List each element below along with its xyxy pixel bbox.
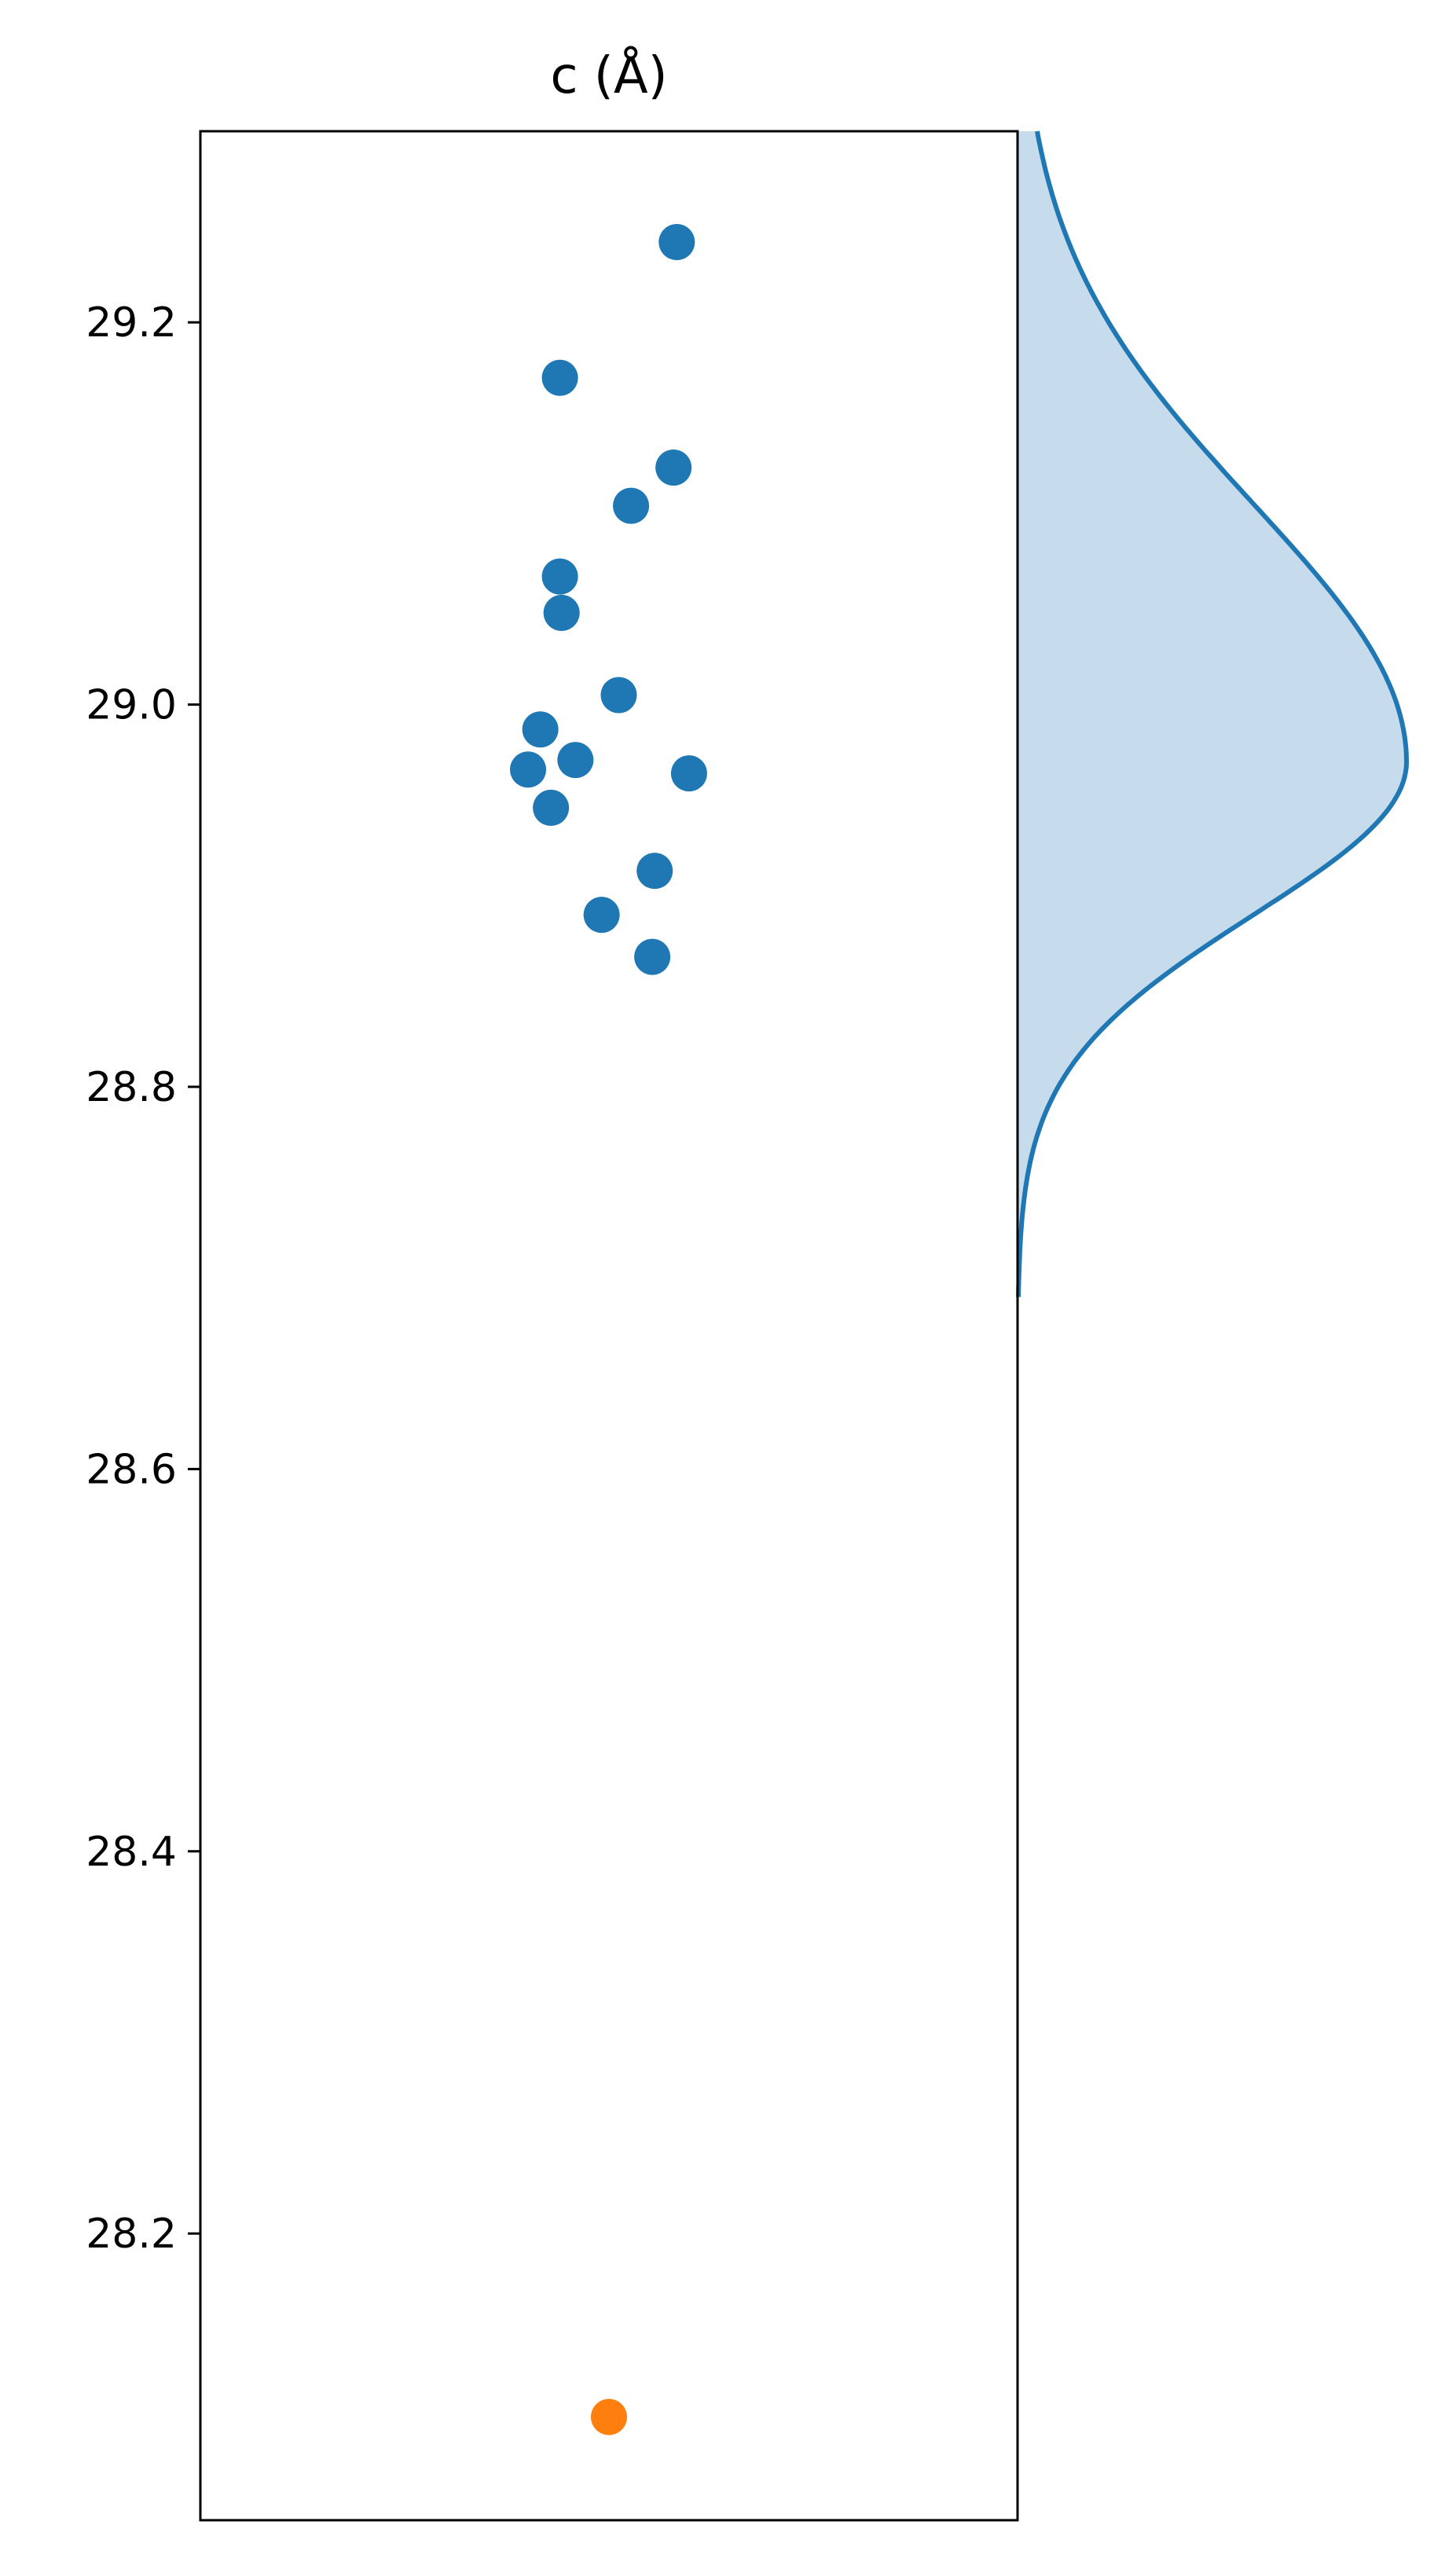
- plot-area-frame: [199, 130, 1019, 2522]
- density-panel: [1016, 130, 1410, 1297]
- data-point: [541, 558, 578, 595]
- data-point: [658, 224, 695, 261]
- data-point: [557, 742, 594, 779]
- outlier-point: [591, 2398, 627, 2435]
- y-tick-label: 28.4: [86, 1829, 177, 1876]
- chart-title: c (Å): [550, 46, 667, 105]
- density-curve: [1016, 130, 1410, 1297]
- data-point: [670, 755, 707, 792]
- data-point: [600, 677, 637, 714]
- y-tick-label: 28.8: [86, 1064, 177, 1111]
- y-tick-label: 28.2: [86, 2211, 177, 2258]
- scatter-points: [510, 224, 707, 2435]
- data-point: [541, 359, 578, 396]
- data-point: [655, 450, 692, 486]
- data-point: [543, 594, 580, 631]
- data-point: [533, 789, 570, 826]
- y-axis: 28.2 28.4 28.6 28.8 29.0 29.2: [86, 299, 200, 2258]
- data-point: [634, 938, 671, 975]
- y-tick-label: 28.6: [86, 1446, 177, 1493]
- data-point: [583, 897, 620, 934]
- data-point: [522, 711, 559, 748]
- y-tick-label: 29.2: [86, 299, 177, 347]
- data-point: [510, 751, 547, 788]
- y-tick-label: 29.0: [86, 682, 177, 729]
- data-point: [636, 853, 673, 890]
- density-fill: [1018, 131, 1406, 1297]
- data-point: [613, 487, 650, 524]
